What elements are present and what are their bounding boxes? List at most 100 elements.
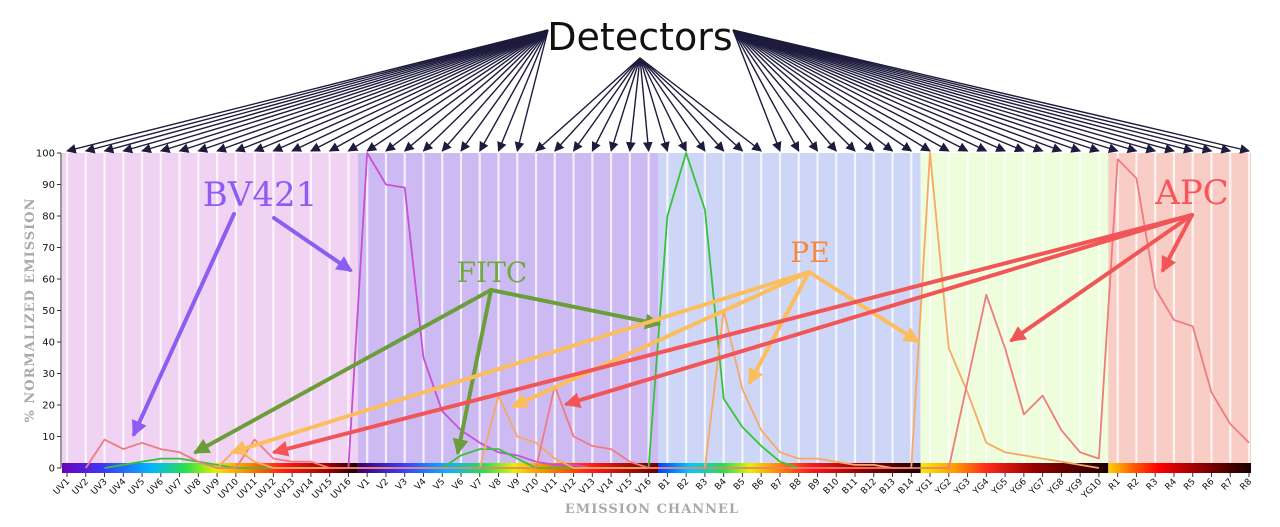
x-tick-label-uv8: UV8 — [183, 477, 203, 497]
x-tick-label-uv11: UV11 — [236, 477, 260, 501]
detector-arrow-r5 — [732, 29, 1194, 154]
x-tick-label-b3: B3 — [695, 477, 710, 492]
detector-arrow-v16 — [639, 57, 653, 152]
emission-series — [85, 152, 1250, 469]
detector-arrow-yg10 — [732, 29, 1100, 153]
arrow-pe-b — [748, 270, 811, 385]
detector-arrow-uv16 — [347, 29, 549, 152]
x-tick-label-uv16: UV16 — [329, 477, 353, 501]
x-tick-label-yg7: YG7 — [1027, 477, 1048, 498]
detector-arrow-r3 — [732, 29, 1157, 154]
x-tick-label-uv5: UV5 — [127, 477, 147, 497]
detector-arrow-yg2 — [732, 29, 950, 152]
x-tick-label-b1: B1 — [657, 477, 672, 492]
detector-arrow-uv2 — [84, 29, 549, 154]
x-tick-label-r4: R4 — [1164, 477, 1180, 493]
x-tick-label-b4: B4 — [713, 477, 729, 493]
x-tick-label-yg5: YG5 — [990, 477, 1011, 498]
x-tick-label-b2: B2 — [676, 477, 691, 492]
x-tick-label-uv14: UV14 — [292, 477, 316, 501]
x-tick-label-v7: V7 — [469, 477, 484, 492]
detector-arrow-uv8 — [197, 29, 549, 153]
y-tick-label-90: 90 — [42, 180, 55, 191]
x-tick-label-b10: B10 — [822, 477, 842, 497]
x-tick-label-b12: B12 — [859, 477, 879, 497]
y-tick-label-50: 50 — [42, 306, 55, 317]
laser-band-r — [1108, 153, 1251, 468]
spectrum-bar-yg — [920, 463, 1109, 473]
detector-arrow-v10 — [535, 57, 641, 152]
detector-arrow-b3 — [639, 57, 706, 152]
arrow-pe-uv — [229, 270, 811, 456]
x-tick-label-uv10: UV10 — [217, 477, 241, 501]
detector-arrow-yg3 — [732, 29, 969, 152]
detector-arrow-yg5 — [732, 29, 1006, 152]
label-apc: APC — [1154, 173, 1228, 213]
x-tick-label-uv15: UV15 — [311, 477, 335, 501]
detector-arrow-b9 — [732, 29, 819, 152]
x-tick-label-uv3: UV3 — [90, 477, 110, 497]
series-line-pe — [216, 152, 1100, 469]
detector-arrow-b5 — [639, 57, 744, 152]
detector-arrow-v4 — [422, 29, 549, 152]
y-tick-label-30: 30 — [42, 369, 55, 380]
x-tick-label-r5: R5 — [1182, 477, 1198, 493]
x-tick-label-b5: B5 — [732, 477, 747, 492]
detector-arrow-v12 — [573, 57, 641, 152]
arrow-pe-yg — [807, 270, 920, 343]
x-tick-label-uv1: UV1 — [52, 477, 72, 497]
detector-arrow-uv3 — [103, 29, 549, 154]
arrow-fitc-v — [452, 288, 493, 456]
y-tick-label-20: 20 — [42, 401, 55, 412]
arrow-bv421-uv — [132, 212, 236, 437]
detector-arrow-yg8 — [732, 29, 1063, 153]
x-tick-label-uv13: UV13 — [273, 477, 297, 501]
detector-arrow-yg6 — [732, 29, 1025, 153]
detector-arrow-r7 — [732, 29, 1232, 154]
detector-arrow-v1 — [366, 29, 549, 152]
y-tick-label-40: 40 — [42, 338, 55, 349]
x-tick-label-v3: V3 — [394, 477, 409, 492]
detector-arrow-b7 — [732, 29, 782, 152]
x-tick-label-b9: B9 — [807, 477, 823, 493]
detector-arrow-yg7 — [732, 29, 1044, 153]
detector-arrow-b13 — [732, 29, 894, 152]
x-tick-label-b7: B7 — [770, 477, 785, 492]
x-tick-label-v5: V5 — [432, 477, 447, 492]
arrow-fitc-uv — [193, 288, 493, 454]
detector-arrow-uv1 — [66, 29, 549, 154]
detector-arrow-uv6 — [159, 29, 549, 154]
detector-arrow-v11 — [554, 57, 641, 152]
detector-arrow-b8 — [732, 29, 800, 152]
detector-arrow-b11 — [732, 29, 856, 152]
x-tick-label-yg1: YG1 — [915, 477, 936, 498]
spectrum-bar-r — [1108, 463, 1251, 473]
x-tick-label-yg3: YG3 — [952, 477, 973, 498]
y-tick-label-10: 10 — [42, 432, 55, 443]
x-tick-label-uv7: UV7 — [165, 477, 185, 497]
laser-band-yg — [920, 153, 1109, 468]
x-tick-label-uv6: UV6 — [146, 477, 166, 497]
x-tick-label-v2: V2 — [376, 477, 391, 492]
label-pe: PE — [790, 236, 829, 269]
x-tick-label-r2: R2 — [1126, 477, 1142, 493]
detector-arrow-r8 — [732, 29, 1250, 154]
series-line-fitc — [104, 152, 799, 469]
label-fitc: FITC — [457, 256, 528, 289]
y-tick-label-70: 70 — [42, 243, 55, 254]
x-tick-label-v13: V13 — [578, 477, 598, 497]
detector-arrow-uv10 — [234, 29, 549, 153]
label-bv421: BV421 — [203, 175, 317, 215]
y-tick-label-100: 100 — [36, 149, 55, 160]
y-axis-title: % NORMALIZED EMISSION — [23, 198, 38, 423]
x-tick-label-uv12: UV12 — [254, 477, 278, 501]
detector-arrow-v8 — [497, 29, 549, 152]
fluorochrome-arrows — [132, 212, 1194, 457]
x-tick-label-r8: R8 — [1239, 477, 1255, 493]
x-tick-label-r6: R6 — [1201, 477, 1217, 493]
detector-arrow-v9 — [514, 29, 549, 152]
series-line-apc — [85, 158, 1250, 469]
detector-arrow-b1 — [639, 57, 670, 152]
arrow-fitc-b — [489, 288, 662, 330]
detector-arrow-r1 — [732, 29, 1119, 154]
